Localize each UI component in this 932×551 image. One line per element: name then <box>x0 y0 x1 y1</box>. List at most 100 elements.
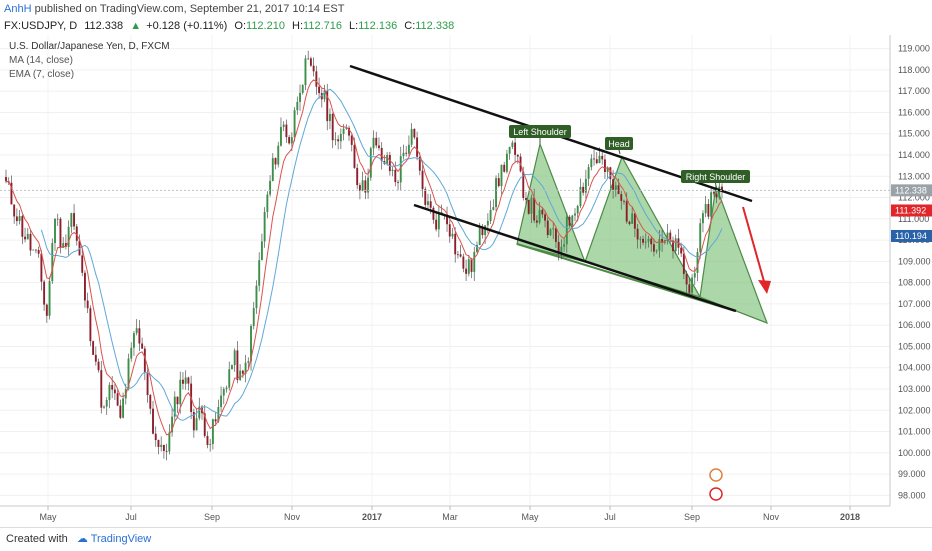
candle-body <box>168 432 171 452</box>
y-tick-label: 111.000 <box>898 214 929 224</box>
candle-body <box>369 148 372 178</box>
candle-body <box>666 232 669 241</box>
event-markers[interactable] <box>709 468 723 501</box>
y-tick-label: 109.000 <box>898 256 931 266</box>
candle-body <box>67 226 70 247</box>
candle-body <box>614 185 617 191</box>
candle-body <box>546 220 549 236</box>
candle-body <box>617 185 620 195</box>
candle-body <box>525 197 527 200</box>
y-tick-label: 108.000 <box>898 278 931 288</box>
candle-body <box>655 250 658 252</box>
candle-body <box>143 348 146 373</box>
up-arrow-icon: ▲ <box>130 20 142 32</box>
candle-body <box>413 128 416 138</box>
close-label: C: <box>404 20 416 32</box>
candle-body <box>642 238 644 243</box>
candle-body <box>658 238 661 251</box>
candle-body <box>437 212 440 230</box>
candle-body <box>505 153 508 172</box>
high-label: H: <box>292 20 304 32</box>
candle-body <box>26 233 29 240</box>
candle-body <box>299 92 301 102</box>
candle-body <box>410 128 413 145</box>
x-tick-label: Jul <box>125 512 137 522</box>
candle-body <box>154 433 157 441</box>
candle-body <box>715 193 718 198</box>
candle-body <box>309 58 312 66</box>
x-axis[interactable]: May Jul Sep Nov 2017 Mar May Jul Sep Nov 2018 <box>39 506 860 522</box>
author-name[interactable]: AnhH <box>4 3 32 15</box>
candle-body <box>552 228 555 230</box>
price-label-text: 112.338 <box>895 185 927 195</box>
candle-body <box>312 65 315 72</box>
event-flag-icon[interactable] <box>709 487 723 501</box>
candle-body <box>680 247 683 254</box>
candle-body <box>59 218 62 248</box>
candle-body <box>535 220 538 223</box>
candle-body <box>380 147 383 162</box>
event-flag-icon[interactable] <box>709 468 723 482</box>
candle-body <box>288 137 291 144</box>
candle-body <box>97 361 100 371</box>
ema-line <box>5 79 723 436</box>
candle-body <box>451 233 454 237</box>
candle-body <box>37 250 40 254</box>
candle-body <box>94 354 97 362</box>
candle-body <box>693 272 696 278</box>
candle-body <box>421 170 424 190</box>
down-arrow-line <box>742 206 766 286</box>
candle-body <box>329 114 331 122</box>
candle-body <box>636 228 639 240</box>
candle-body <box>623 200 625 202</box>
annotation-label: Right Shoulder <box>686 172 746 182</box>
candle-body <box>397 182 399 183</box>
candle-body <box>576 206 579 214</box>
low-value: 112.136 <box>358 20 398 32</box>
candle-body <box>399 156 402 183</box>
candle-body <box>184 377 187 384</box>
candle-body <box>304 58 307 86</box>
candle-body <box>424 189 427 205</box>
candle-body <box>446 215 448 225</box>
published-text: published on TradingView.com, September … <box>34 3 345 15</box>
tradingview-brand[interactable]: TradingView <box>90 533 152 545</box>
candle-body <box>192 412 195 431</box>
candle-body <box>15 216 18 222</box>
candle-body <box>522 171 525 198</box>
candle-body <box>514 142 517 155</box>
candle-body <box>56 218 59 220</box>
open-label: O: <box>234 20 247 32</box>
candle-body <box>13 204 16 217</box>
candle-body <box>293 110 296 138</box>
candle-body <box>620 194 623 201</box>
chart-area[interactable]: Left Shoulder Head Right Shoulder 98.000 99… <box>0 35 932 527</box>
price-labels: 112.338 111.392 110.194 <box>0 184 932 242</box>
candle-body <box>508 146 511 154</box>
y-tick-label: 107.000 <box>898 299 931 309</box>
candle-body <box>429 201 432 208</box>
candle-body <box>209 444 212 445</box>
y-axis[interactable]: 98.000 99.000 100.000 101.000 102.000 103.000… <box>898 44 931 501</box>
candle-body <box>669 232 672 241</box>
candle-body <box>86 300 89 309</box>
candle-body <box>138 328 141 344</box>
candle-body <box>45 304 48 316</box>
candle-body <box>549 229 552 236</box>
publication-bar: AnhH published on TradingView.com, Septe… <box>0 0 932 18</box>
candle-body <box>296 101 299 111</box>
candle-body <box>500 164 503 187</box>
y-tick-label: 114.000 <box>898 150 930 160</box>
candle-body <box>391 169 394 172</box>
candle-body <box>18 216 21 222</box>
candle-body <box>119 405 122 418</box>
candle-body <box>478 228 481 245</box>
price-chart[interactable]: Left Shoulder Head Right Shoulder 98.000 99… <box>0 35 932 527</box>
candle-body <box>214 419 217 422</box>
candle-body <box>339 133 342 142</box>
candle-body <box>652 244 655 252</box>
candle-body <box>388 154 391 172</box>
annotation-pointer <box>715 182 717 187</box>
candle-body <box>116 393 119 406</box>
tradingview-logo-icon[interactable]: ☁ <box>76 533 88 545</box>
